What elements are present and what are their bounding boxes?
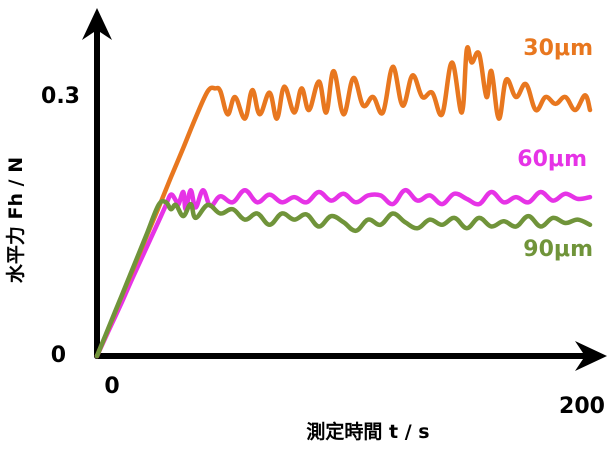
series-line-30um — [94, 45, 593, 359]
y-tick-label: 0 — [51, 343, 66, 368]
series-line-90um — [94, 187, 593, 359]
series-layer — [94, 45, 593, 359]
y-tick-label: 0.3 — [41, 84, 80, 109]
series-label-30um: 30μm — [523, 36, 593, 61]
series-label-60um: 60μm — [517, 147, 587, 172]
x-axis-arrow — [575, 341, 607, 371]
series-label-90um: 90μm — [523, 237, 593, 262]
x-tick-label: 200 — [559, 394, 605, 419]
y-axis-arrow — [82, 8, 112, 40]
x-axis-title: 測定時間 t / s — [306, 420, 429, 443]
y-axis-title: 水平力 Fh / N — [4, 157, 27, 283]
x-tick-label: 0 — [104, 374, 119, 399]
series-line-60um — [94, 198, 593, 359]
